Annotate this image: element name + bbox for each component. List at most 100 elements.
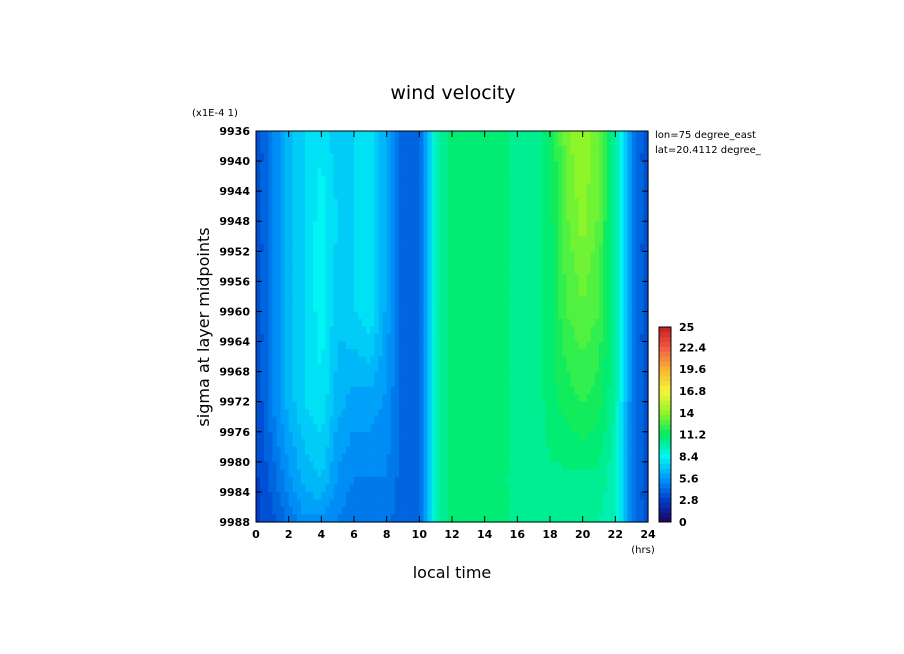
heatmap-cell xyxy=(345,258,351,267)
heatmap-cell xyxy=(582,356,588,365)
heatmap-cell xyxy=(419,243,425,252)
heatmap-cell xyxy=(313,228,318,237)
heatmap-cell xyxy=(386,288,392,298)
heatmap-cell xyxy=(452,251,457,260)
heatmap-cell xyxy=(296,461,302,470)
heatmap-cell xyxy=(366,296,371,305)
heatmap-cell xyxy=(476,484,482,493)
heatmap-cell xyxy=(570,161,576,170)
heatmap-cell xyxy=(288,251,294,260)
heatmap-cell xyxy=(292,243,298,252)
heatmap-cell xyxy=(378,409,384,418)
heatmap-cell xyxy=(501,484,506,493)
heatmap-cell xyxy=(341,266,347,275)
heatmap-cell xyxy=(611,484,616,493)
heatmap-cell xyxy=(423,514,429,523)
heatmap-cell xyxy=(533,198,539,207)
heatmap-cell xyxy=(272,446,278,455)
heatmap-cell xyxy=(370,311,376,320)
heatmap-cell xyxy=(362,296,367,305)
heatmap-cell xyxy=(492,311,498,320)
heatmap-cell xyxy=(288,349,294,358)
heatmap-cell xyxy=(349,243,355,252)
heatmap-cell xyxy=(541,176,547,185)
heatmap-cell xyxy=(431,311,437,320)
heatmap-cell xyxy=(574,454,580,463)
heatmap-cell xyxy=(345,386,351,395)
heatmap-cell xyxy=(590,476,596,485)
heatmap-cell xyxy=(284,311,290,320)
heatmap-cell xyxy=(562,431,567,440)
heatmap-cell xyxy=(492,273,498,282)
heatmap-cell xyxy=(374,213,380,222)
heatmap-cell xyxy=(590,514,596,523)
heatmap-cell xyxy=(505,161,510,170)
heatmap-cell xyxy=(578,416,584,425)
heatmap-cell xyxy=(594,288,600,298)
heatmap-cell xyxy=(374,409,380,418)
heatmap-cell xyxy=(505,334,510,343)
heatmap-cell xyxy=(464,356,469,365)
heatmap-cell xyxy=(643,221,649,230)
heatmap-cell xyxy=(288,153,294,162)
heatmap-cell xyxy=(431,153,437,162)
heatmap-cell xyxy=(452,273,457,282)
heatmap-cell xyxy=(509,296,514,305)
heatmap-cell xyxy=(611,213,616,222)
heatmap-cell xyxy=(374,251,380,260)
heatmap-cell xyxy=(398,258,404,267)
heatmap-cell xyxy=(517,499,523,508)
heatmap-cell xyxy=(390,258,396,267)
heatmap-cell xyxy=(329,288,335,298)
heatmap-cell xyxy=(611,243,616,252)
heatmap-cell xyxy=(403,364,408,373)
heatmap-cell xyxy=(337,146,343,155)
heatmap-cell xyxy=(435,221,441,230)
heatmap-cell xyxy=(525,424,531,433)
heatmap-cell xyxy=(300,138,306,147)
heatmap-cell xyxy=(562,326,567,335)
heatmap-cell xyxy=(480,228,486,237)
heatmap-cell xyxy=(456,168,461,177)
heatmap-cell xyxy=(300,506,306,516)
heatmap-cell xyxy=(415,461,420,470)
heatmap-cell xyxy=(288,476,294,485)
heatmap-cell xyxy=(476,258,482,267)
heatmap-cell xyxy=(419,191,425,200)
heatmap-cell xyxy=(264,484,269,493)
heatmap-cell xyxy=(472,431,478,440)
heatmap-cell xyxy=(639,416,645,425)
heatmap-cell xyxy=(296,499,302,508)
heatmap-cell xyxy=(260,311,265,320)
heatmap-cell xyxy=(590,161,596,170)
heatmap-cell xyxy=(390,303,396,313)
heatmap-cell xyxy=(419,296,425,305)
heatmap-cell xyxy=(456,318,461,328)
heatmap-cell xyxy=(509,379,514,388)
heatmap-cell xyxy=(378,356,384,365)
heatmap-cell xyxy=(631,484,637,493)
heatmap-cell xyxy=(554,266,559,275)
heatmap-cell xyxy=(521,499,527,508)
heatmap-cell xyxy=(541,273,547,282)
heatmap-cell xyxy=(517,364,523,373)
heatmap-cell xyxy=(268,296,273,305)
heatmap-cell xyxy=(411,176,416,185)
heatmap-cell xyxy=(480,446,486,455)
heatmap-cell xyxy=(627,386,633,395)
heatmap-cell xyxy=(394,228,400,237)
heatmap-cell xyxy=(611,401,616,410)
heatmap-cell xyxy=(517,454,523,463)
heatmap-cell xyxy=(631,243,637,252)
heatmap-cell xyxy=(390,326,396,335)
heatmap-cell xyxy=(305,153,310,162)
heatmap-cell xyxy=(366,161,371,170)
heatmap-cell xyxy=(639,476,645,485)
heatmap-cell xyxy=(337,424,343,433)
heatmap-cell xyxy=(631,258,637,267)
heatmap-cell xyxy=(578,356,584,365)
heatmap-cell xyxy=(452,228,457,237)
heatmap-cell xyxy=(631,176,637,185)
heatmap-cell xyxy=(317,183,322,192)
heatmap-cell xyxy=(533,431,539,440)
